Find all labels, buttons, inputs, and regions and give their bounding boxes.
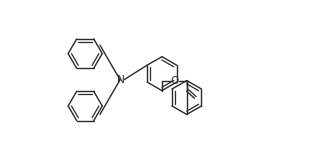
Text: N: N <box>117 75 125 85</box>
Text: O: O <box>170 76 178 86</box>
